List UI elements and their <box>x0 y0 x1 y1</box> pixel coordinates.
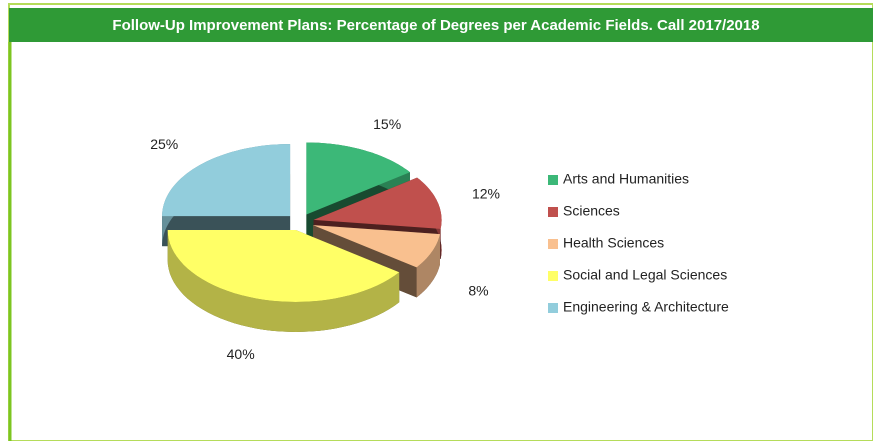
legend-swatch <box>548 239 558 249</box>
legend-swatch <box>548 175 558 185</box>
data-label: 25% <box>150 136 178 152</box>
data-label: 12% <box>472 186 500 202</box>
legend-label: Health Sciences <box>563 235 664 251</box>
data-label: 40% <box>227 346 255 362</box>
legend-swatch <box>548 207 558 217</box>
slice-top <box>313 225 440 268</box>
pie-slice <box>167 230 400 332</box>
slice-top <box>162 144 291 217</box>
legend-label: Sciences <box>563 203 620 219</box>
slice-top <box>167 230 400 302</box>
data-label: 8% <box>468 283 488 299</box>
legend-label: Arts and Humanities <box>563 171 689 187</box>
slice-top <box>313 177 442 229</box>
slice-outer-wall <box>416 234 440 298</box>
legend-label: Engineering & Architecture <box>563 299 729 315</box>
chart-title: Follow-Up Improvement Plans: Percentage … <box>112 17 759 34</box>
pie-slice <box>162 144 291 247</box>
header-bar <box>9 8 873 42</box>
legend-swatch <box>548 271 558 281</box>
legend-swatch <box>548 303 558 313</box>
slice-top <box>306 142 410 215</box>
data-label: 15% <box>373 116 401 132</box>
slice-outer-wall <box>167 230 400 332</box>
legend-label: Social and Legal Sciences <box>563 267 727 283</box>
